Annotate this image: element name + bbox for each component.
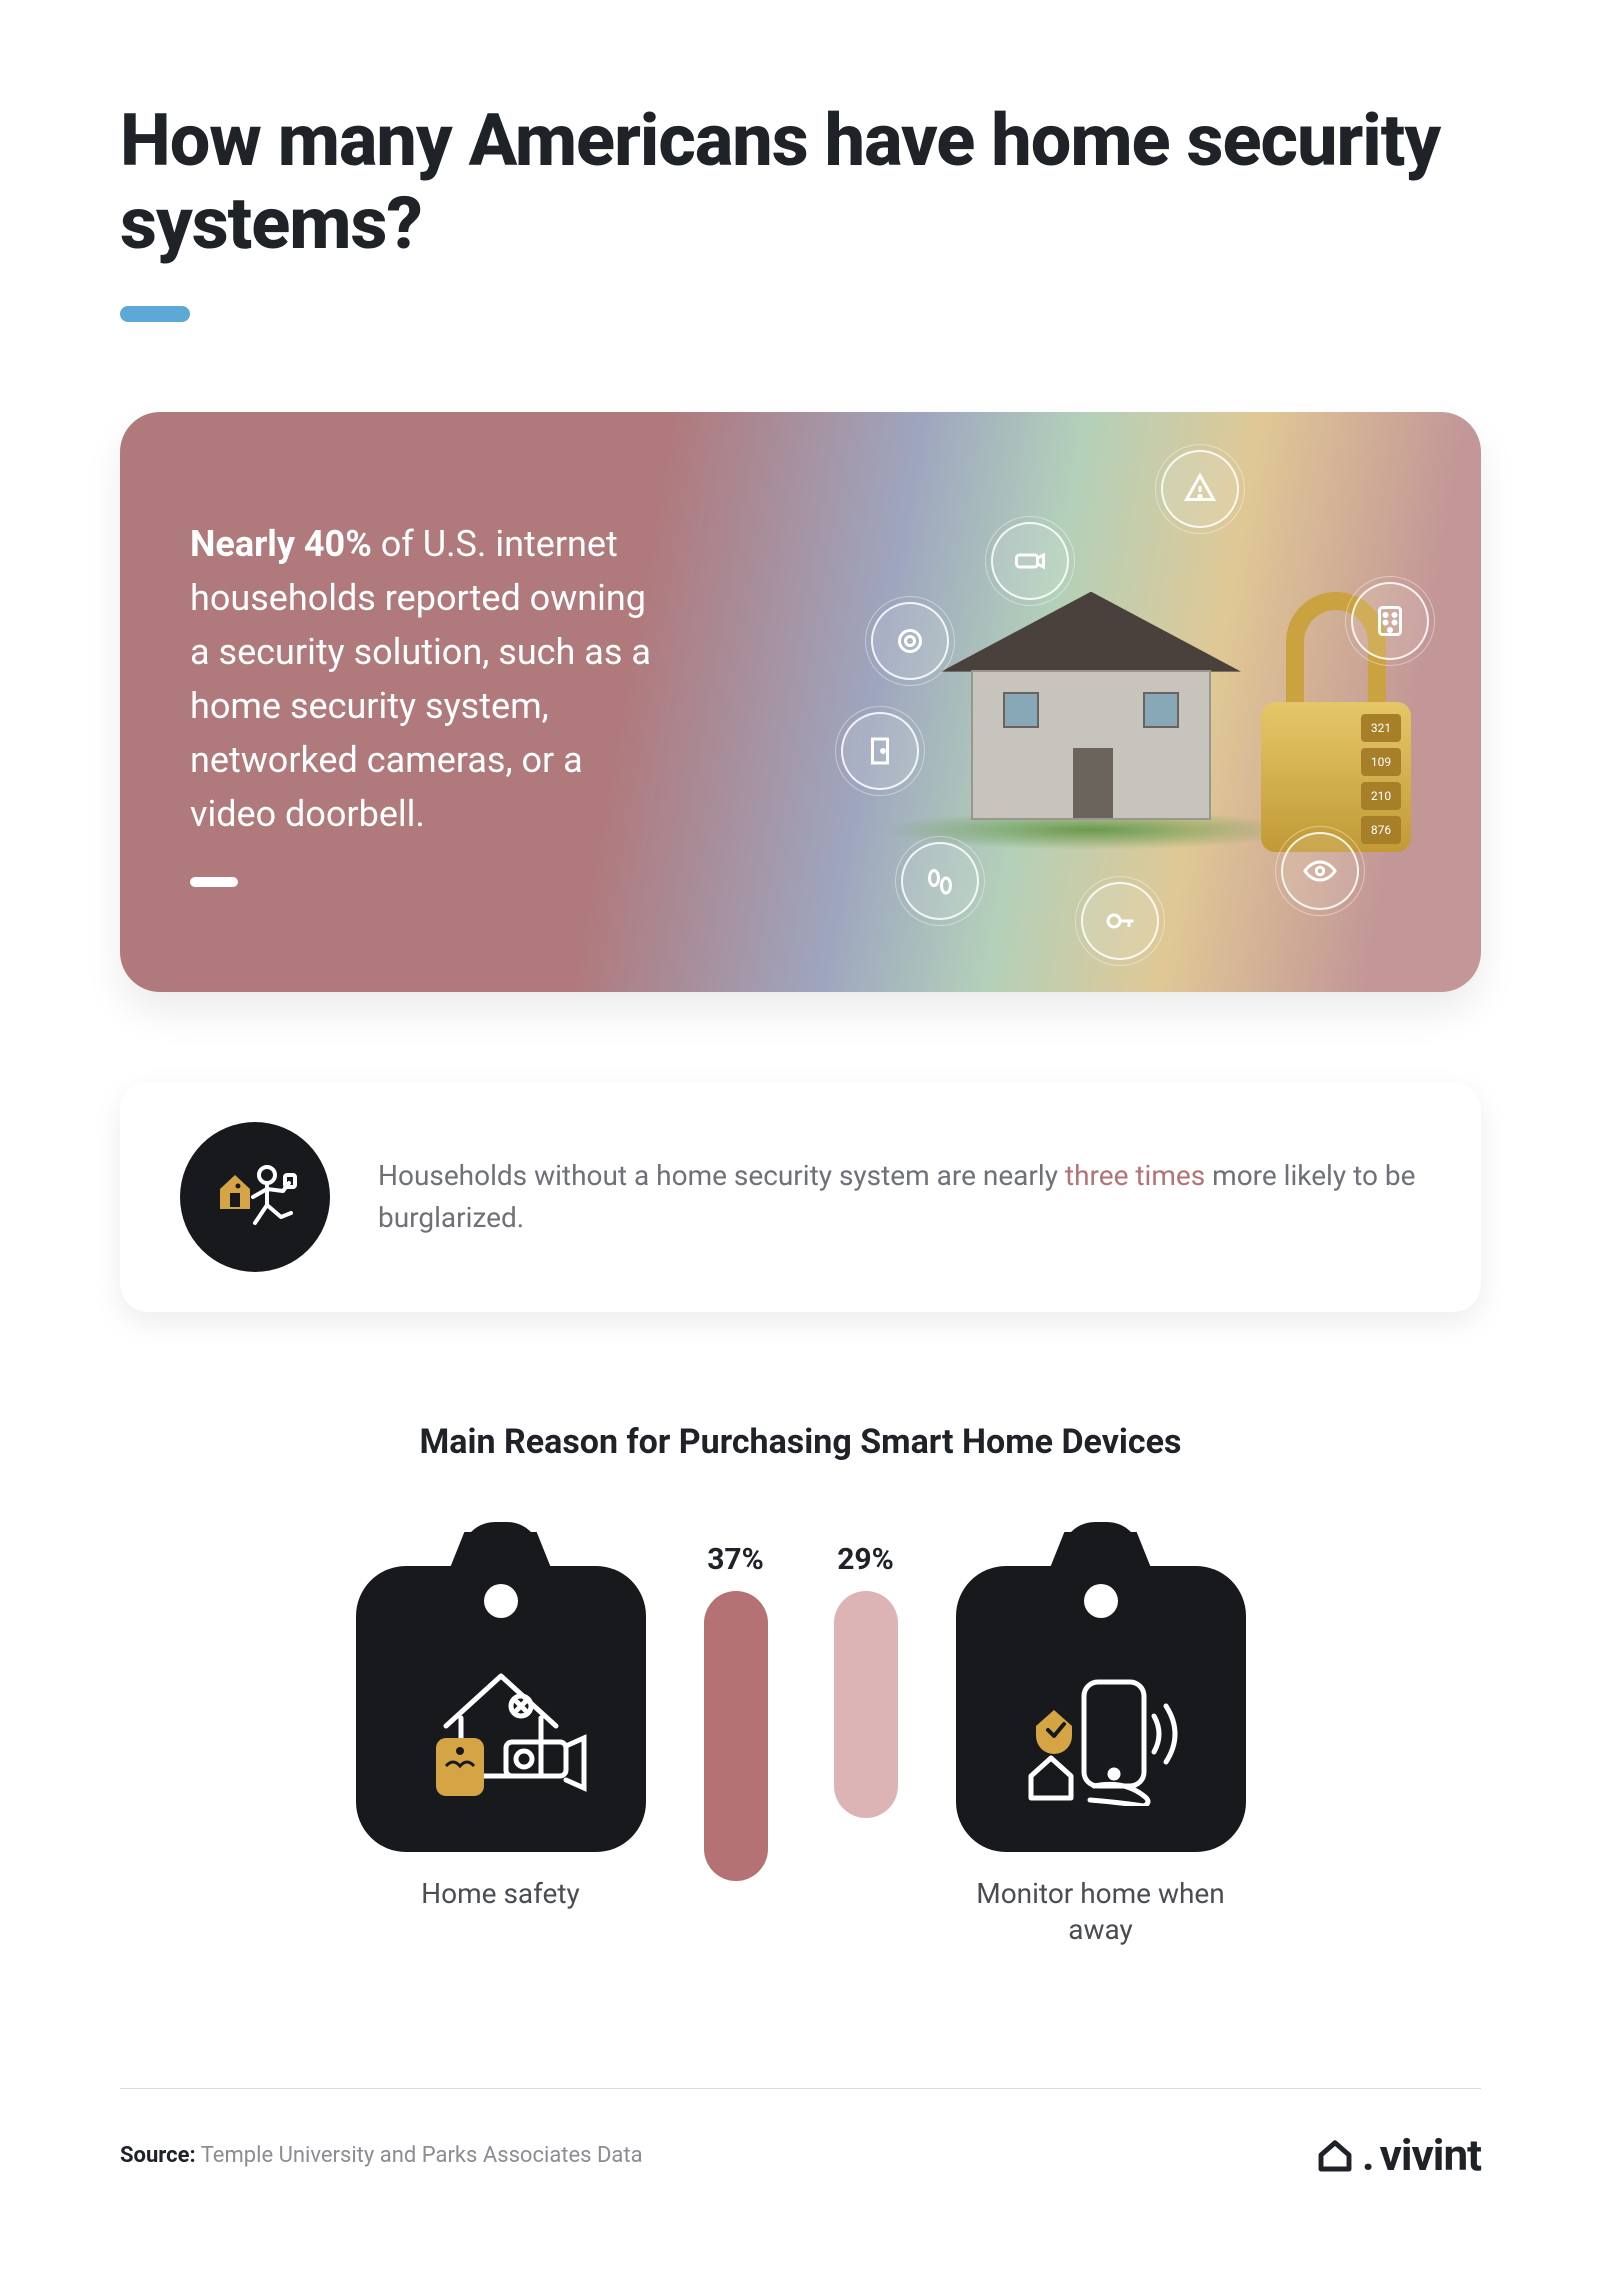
hero-rest: of U.S. internet households reported own… bbox=[190, 523, 651, 835]
monitor-home-icon bbox=[1006, 1646, 1196, 1806]
house-logo-icon bbox=[1314, 2134, 1356, 2176]
smoke-detector-icon bbox=[871, 602, 949, 680]
reasons-chart: Home safety 37% 29% bbox=[120, 1522, 1481, 1949]
bar-pct-label: 29% bbox=[837, 1542, 894, 1577]
hero-bold: Nearly 40% bbox=[190, 523, 372, 565]
bar-monitor-home: 29% bbox=[821, 1522, 911, 1818]
hero-dash bbox=[190, 877, 238, 887]
reason-label: Monitor home when away bbox=[951, 1876, 1251, 1949]
alert-icon bbox=[1161, 450, 1239, 528]
fact-card: Households without a home security syste… bbox=[120, 1082, 1481, 1312]
footsteps-icon bbox=[901, 842, 979, 920]
reason-label: Home safety bbox=[421, 1876, 580, 1912]
hero-text: Nearly 40% of U.S. internet households r… bbox=[120, 517, 660, 887]
home-safety-icon bbox=[406, 1646, 596, 1806]
fact-emphasis: three times bbox=[1065, 1159, 1205, 1192]
bar-pct-label: 37% bbox=[707, 1542, 764, 1577]
hero-illustration: 321 109 210 876 bbox=[761, 412, 1441, 992]
reason-monitor-home: Monitor home when away bbox=[951, 1522, 1251, 1949]
reasons-title: Main Reason for Purchasing Smart Home De… bbox=[120, 1422, 1481, 1462]
door-sensor-icon bbox=[841, 712, 919, 790]
hero-card: Nearly 40% of U.S. internet households r… bbox=[120, 412, 1481, 992]
camera-icon bbox=[991, 522, 1069, 600]
fact-text: Households without a home security syste… bbox=[378, 1155, 1421, 1239]
bar-home-safety: 37% bbox=[691, 1522, 781, 1881]
footer-rule bbox=[120, 2088, 1481, 2089]
accent-bar bbox=[120, 306, 190, 322]
burglar-icon bbox=[180, 1122, 330, 1272]
brand-logo: .vivint bbox=[1314, 2129, 1481, 2181]
eye-icon bbox=[1281, 832, 1359, 910]
page-title: How many Americans have home security sy… bbox=[120, 100, 1481, 266]
bar bbox=[704, 1591, 768, 1881]
reason-home-safety: Home safety bbox=[351, 1522, 651, 1912]
keypad-icon bbox=[1351, 582, 1429, 660]
bar bbox=[834, 1591, 898, 1818]
footer: Source: Temple University and Parks Asso… bbox=[120, 2129, 1481, 2181]
source-line: Source: Temple University and Parks Asso… bbox=[120, 2143, 643, 2168]
key-icon bbox=[1081, 882, 1159, 960]
